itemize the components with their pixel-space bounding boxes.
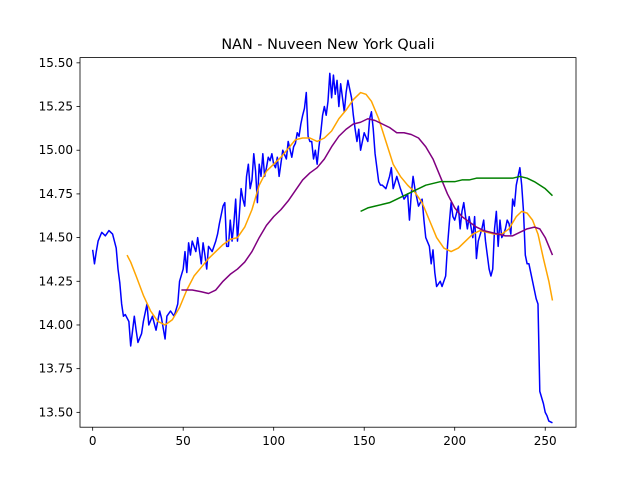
plot-frame <box>79 57 577 428</box>
x-tick-label: 150 <box>353 434 376 448</box>
y-tick-label: 15.25 <box>39 100 73 114</box>
y-axis: 13.50 13.75 14.00 14.25 14.50 14.75 15.00 15.25… <box>39 56 80 419</box>
y-tick-label: 15.00 <box>39 143 73 157</box>
series-line-2 <box>126 91 554 326</box>
x-tick-label: 100 <box>262 434 285 448</box>
series-layer <box>91 72 554 424</box>
chart-title: NAN - Nuveen New York Quali <box>221 37 434 53</box>
y-tick-label: 13.50 <box>39 405 73 419</box>
series-line-4 <box>360 175 553 213</box>
series-line-3 <box>181 118 554 295</box>
y-tick-label: 14.50 <box>39 231 73 245</box>
y-tick-label: 14.75 <box>39 187 73 201</box>
y-tick-label: 13.75 <box>39 362 73 376</box>
x-tick-label: 200 <box>443 434 466 448</box>
y-tick-label: 14.25 <box>39 274 73 288</box>
x-axis: 0 50 100 150 200 250 <box>89 427 557 448</box>
x-tick-label: 250 <box>534 434 557 448</box>
x-tick-label: 0 <box>89 434 97 448</box>
series-line-1 <box>91 72 553 424</box>
y-tick-label: 14.00 <box>39 318 73 332</box>
y-tick-label: 15.50 <box>39 56 73 70</box>
x-tick-label: 50 <box>176 434 191 448</box>
